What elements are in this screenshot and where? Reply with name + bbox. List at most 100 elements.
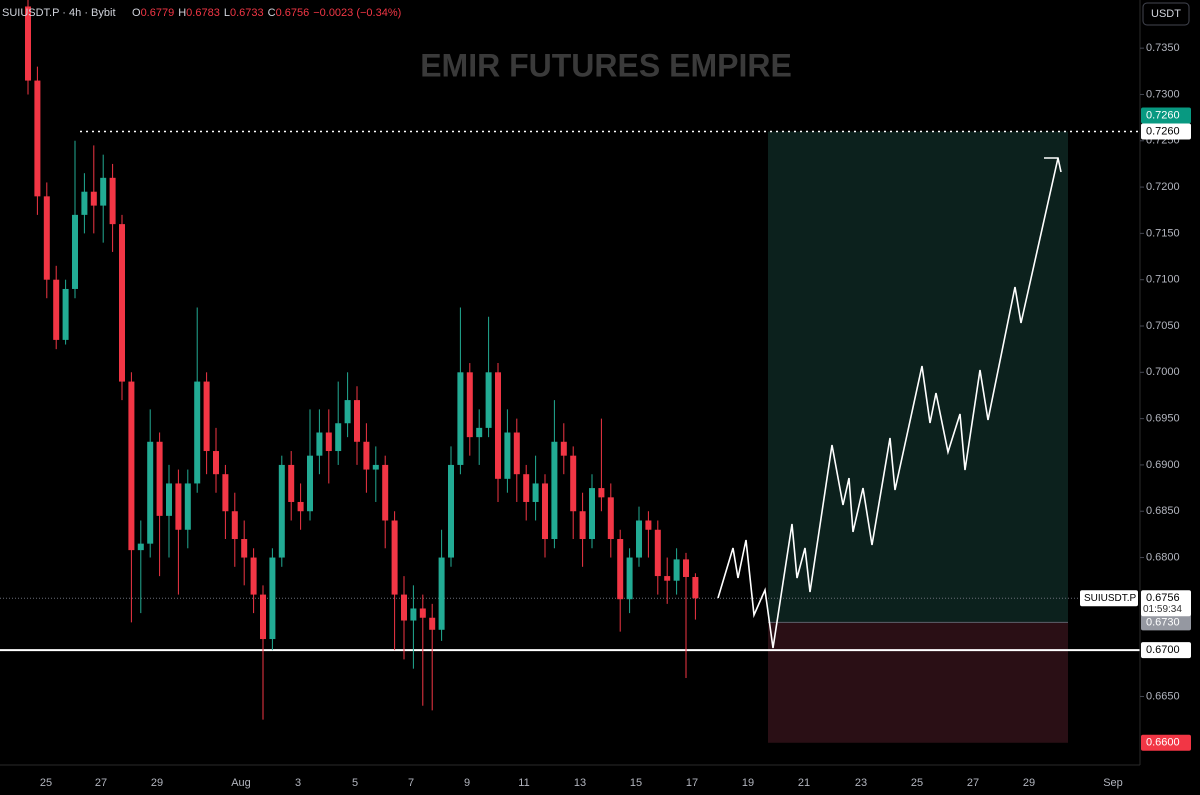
y-tick-label: 0.7200 <box>1146 181 1180 193</box>
candle-body <box>598 488 605 498</box>
candle-body <box>53 279 60 340</box>
candle-body <box>260 594 266 640</box>
candle-body <box>626 557 633 600</box>
candle-body <box>466 372 473 438</box>
x-tick-label: 21 <box>798 777 810 789</box>
candle-body <box>119 224 125 382</box>
watermark: EMIR FUTURES EMPIRE <box>420 47 792 83</box>
last-price-label: 0.6756 <box>1146 592 1180 604</box>
candle-body <box>542 483 548 540</box>
projection-path <box>717 157 1059 649</box>
x-tick-label: 5 <box>352 777 358 789</box>
candle-body <box>570 455 577 512</box>
target-price-label-box <box>1141 107 1191 124</box>
currency-button[interactable] <box>1142 2 1190 26</box>
ohlc-value: 0.6733 <box>230 7 264 19</box>
symbol-info: SUIUSDT.P · 4h · Bybit <box>2 7 116 19</box>
candle-body <box>372 464 379 470</box>
candle-body <box>664 576 671 581</box>
x-tick-label: 27 <box>95 777 107 789</box>
candle-body <box>589 488 595 540</box>
ohlc-key: C <box>268 7 276 19</box>
stop-zone <box>768 622 1068 743</box>
candle-body <box>382 464 389 521</box>
candle-body <box>560 441 567 456</box>
target-zone <box>768 131 1068 623</box>
candle-body <box>109 177 116 225</box>
candle-body <box>683 559 689 577</box>
candle-body <box>316 432 323 456</box>
y-tick-label: 0.6850 <box>1146 505 1180 517</box>
candle-body <box>325 432 332 452</box>
candle-body <box>137 543 144 551</box>
ohlc-legend: O0.6779 H0.6783 L0.6733 C0.6756 −0.0023 (−0.… <box>132 7 401 19</box>
candle-body <box>523 474 530 502</box>
y-tick-label: 0.6950 <box>1146 413 1180 425</box>
candle-body <box>81 191 88 215</box>
candle-body <box>335 423 342 452</box>
y-tick-label: 0.7000 <box>1146 366 1180 378</box>
candle-body <box>203 381 210 452</box>
x-tick-label: 29 <box>1023 777 1035 789</box>
candle-body <box>25 6 31 81</box>
ohlc-key: H <box>178 7 186 19</box>
candle-body <box>166 483 172 516</box>
candle-body <box>184 483 191 530</box>
resistance-price-label: 0.7260 <box>1146 125 1180 137</box>
y-tick-label: 0.7050 <box>1146 320 1180 332</box>
y-tick-label: 0.7350 <box>1146 42 1180 54</box>
candle-body <box>128 381 135 551</box>
x-tick-label: 25 <box>911 777 923 789</box>
candle-body <box>344 400 351 424</box>
x-tick-label: 9 <box>464 777 470 789</box>
ohlc-value: 0.6783 <box>186 7 220 19</box>
candle-body <box>354 400 360 442</box>
countdown-label: 01:59:34 <box>1143 604 1182 615</box>
resistance-price-label-box <box>1141 123 1191 140</box>
target-price-label: 0.7260 <box>1146 109 1180 121</box>
candle-body <box>194 381 201 484</box>
candle-body <box>532 483 539 502</box>
symbol-tag-box <box>1080 590 1138 607</box>
stop-price-label-box <box>1141 734 1191 751</box>
entry-price-label-box <box>1141 614 1191 631</box>
candle-body <box>231 511 238 540</box>
x-tick-label: 29 <box>151 777 163 789</box>
candle-body <box>551 441 558 540</box>
candle-body <box>278 464 285 558</box>
candle-body <box>485 372 492 428</box>
currency-label[interactable]: USDT <box>1151 8 1181 20</box>
ohlc-key: O <box>132 7 141 19</box>
x-tick-label: Aug <box>231 777 251 789</box>
candle-body <box>410 608 417 621</box>
symbol-tag: SUIUSDT.P <box>1084 593 1137 604</box>
candle-body <box>250 557 257 595</box>
candle-body <box>307 455 313 512</box>
candle-body <box>62 288 69 340</box>
candle-body <box>617 539 624 600</box>
candle-body <box>438 557 445 630</box>
candle-body <box>241 539 248 558</box>
candle-body <box>156 441 163 516</box>
candle-body <box>495 372 501 479</box>
candle-body <box>645 520 652 530</box>
x-tick-label: 17 <box>686 777 698 789</box>
y-tick-label: 0.7300 <box>1146 88 1180 100</box>
x-tick-label: 19 <box>742 777 754 789</box>
y-tick-label: 0.6800 <box>1146 551 1180 563</box>
support-price-label: 0.6700 <box>1146 644 1180 656</box>
x-tick-label: 15 <box>630 777 642 789</box>
candle-body <box>90 191 97 206</box>
ohlc-value: 0.6756 <box>276 7 310 19</box>
candle-body <box>513 432 520 475</box>
candle-body <box>692 576 699 599</box>
candle-body <box>34 80 41 197</box>
y-tick-label: 0.7100 <box>1146 274 1180 286</box>
ohlc-key: L <box>224 7 230 19</box>
x-tick-label: 23 <box>855 777 867 789</box>
candle-body <box>448 464 454 558</box>
y-tick-label: 0.6650 <box>1146 690 1180 702</box>
entry-price-label: 0.6730 <box>1146 616 1180 628</box>
candle-body <box>401 594 407 621</box>
